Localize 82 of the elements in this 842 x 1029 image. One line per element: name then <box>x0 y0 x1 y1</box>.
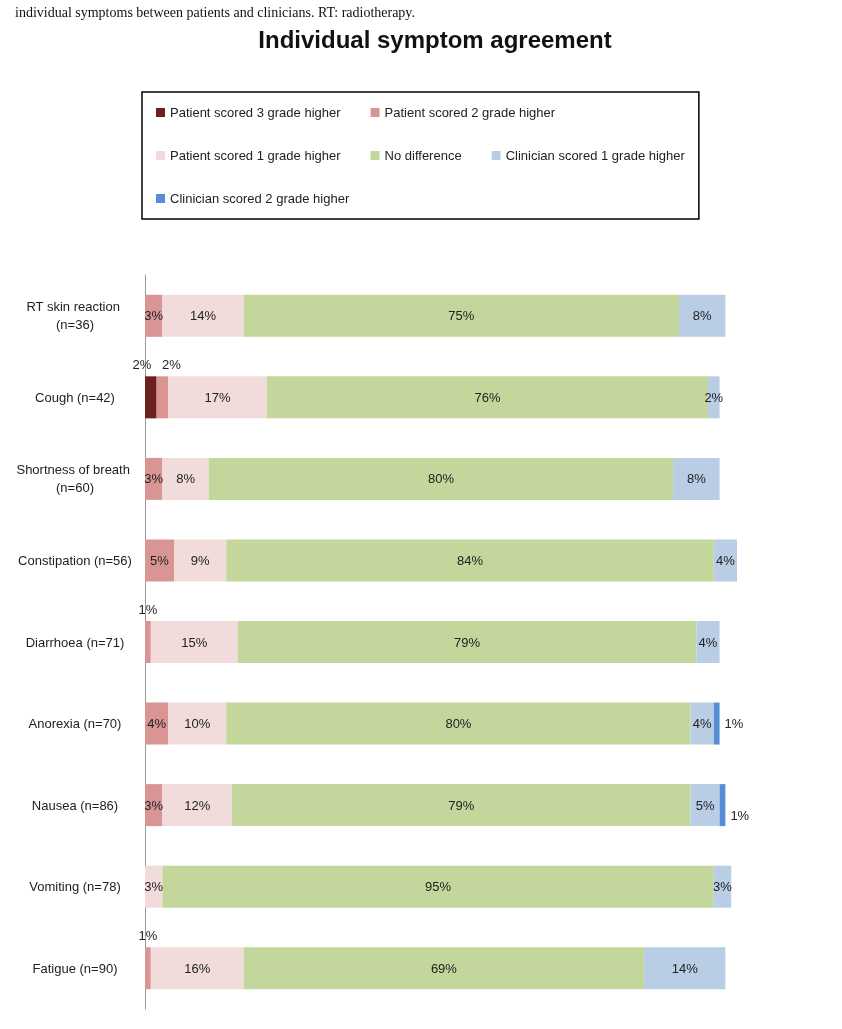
data-label: 1% <box>138 928 158 944</box>
bar <box>145 947 151 990</box>
data-label: 16% <box>184 960 211 976</box>
y-tick-label: Constipation (n=56) <box>18 552 132 568</box>
y-tick-label: Anorexia (n=70) <box>28 716 122 732</box>
data-label: 8% <box>686 471 707 487</box>
data-label: 12% <box>184 797 211 813</box>
data-label: 4% <box>715 552 736 568</box>
data-label: 79% <box>454 634 481 650</box>
bar <box>162 784 233 827</box>
data-label: 8% <box>692 308 713 324</box>
data-label: 4% <box>692 716 713 732</box>
y-tick-label: Diarrhoea (n=71) <box>25 634 125 650</box>
bar <box>243 947 645 990</box>
bar <box>168 702 227 745</box>
data-label: 1% <box>724 716 744 732</box>
data-label: 15% <box>181 634 208 650</box>
data-label: 14% <box>671 960 699 976</box>
bar <box>226 539 714 582</box>
data-label: 5% <box>695 797 715 813</box>
bar <box>243 294 679 337</box>
data-label: 2% <box>704 389 724 405</box>
y-tick-label: Fatigue (n=90) <box>32 960 118 976</box>
bar <box>644 947 726 990</box>
bar <box>168 376 267 419</box>
bar <box>208 457 674 500</box>
legend-label: Clinician scored 1 grade higher <box>505 148 686 163</box>
data-label: 10% <box>184 716 211 732</box>
y-tick-label: Nausea (n=86) <box>31 797 119 813</box>
bar <box>673 457 720 500</box>
text: individual symptoms between patients and clinicians. RT: radiotherapy. <box>15 4 415 20</box>
bar <box>145 376 157 419</box>
y-tick-label: Cough (n=42) <box>35 389 115 405</box>
legend-label: Clinician scored 2 grade higher <box>170 191 350 206</box>
bar <box>150 621 238 663</box>
legend-label: No difference <box>384 148 462 163</box>
bar <box>162 865 714 908</box>
bar <box>145 539 175 582</box>
data-label: 75% <box>448 308 475 324</box>
legend-label: Patient scored 3 grade higher <box>170 105 342 120</box>
legend-label: Patient scored 1 grade higher <box>170 148 342 163</box>
bar <box>162 457 209 500</box>
data-label: 1% <box>730 807 750 823</box>
data-label: 5% <box>150 552 170 568</box>
bar <box>237 621 697 663</box>
data-label: 95% <box>425 879 452 895</box>
data-label: 69% <box>430 960 458 976</box>
bar <box>696 621 720 663</box>
bar <box>156 376 169 419</box>
bar <box>162 294 244 337</box>
data-label: 3% <box>713 879 733 895</box>
y-tick-label: Shortness of breath (n=60) <box>16 462 134 496</box>
data-label: 14% <box>190 308 217 324</box>
data-label: 3% <box>144 471 164 487</box>
bar <box>232 784 691 827</box>
data-label: 76% <box>474 389 501 405</box>
bar <box>690 784 720 827</box>
data-label: 84% <box>457 552 484 568</box>
data-label: 3% <box>144 308 164 324</box>
data-label: 17% <box>204 389 231 405</box>
bar <box>713 702 720 745</box>
data-label: 2% <box>162 357 182 373</box>
data-label: 8% <box>176 471 196 487</box>
data-label: 80% <box>445 716 472 732</box>
data-label: 4% <box>147 716 167 732</box>
legend-label: Patient scored 2 grade higher <box>384 105 556 120</box>
data-label: 1% <box>138 602 158 617</box>
data-label: 4% <box>698 634 718 650</box>
bar <box>226 702 691 745</box>
y-tick-label: Vomiting (n=78) <box>29 879 121 895</box>
bar <box>150 947 244 990</box>
data-label: 3% <box>144 879 164 895</box>
bar <box>678 294 726 337</box>
bar <box>174 539 227 582</box>
data-label: 79% <box>448 797 475 813</box>
y-tick-label: RT skin reaction (n=36) <box>26 299 124 333</box>
data-label: 80% <box>427 471 455 487</box>
bar <box>145 621 151 663</box>
chart-title: Individual symptom agreement <box>258 25 612 53</box>
data-label: 2% <box>132 357 152 373</box>
data-label: 9% <box>190 552 210 568</box>
data-label: 3% <box>144 797 164 813</box>
